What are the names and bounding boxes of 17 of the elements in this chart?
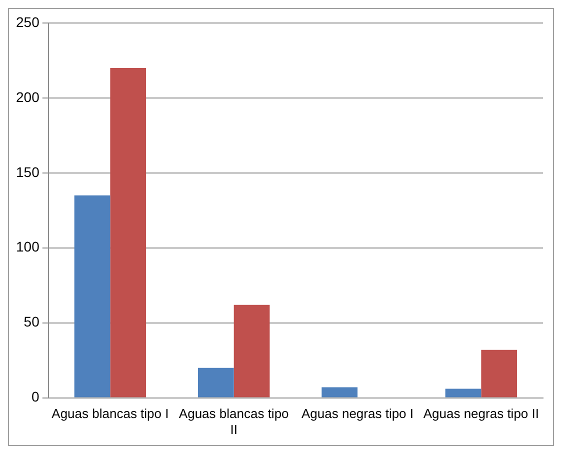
bar [445,388,482,398]
bar [74,195,110,398]
bar [322,387,358,398]
y-tick-label: 100 [16,238,40,255]
y-tick-label: 150 [16,164,40,180]
y-tick-label: 0 [32,388,40,405]
bar [481,350,518,398]
y-tick-label: 250 [16,14,40,30]
y-tick-label: 200 [16,88,40,105]
x-tick-label: Aguas negras tipo II [423,406,539,422]
bar [110,68,146,398]
x-tick-label: Aguas negras tipo I [301,406,414,422]
x-tick-label: Aguas blancas tipo I [52,406,169,422]
y-tick-label: 50 [24,314,40,330]
x-tick-label: Aguas blancas tipo II [178,406,289,437]
bar [198,368,234,398]
bar [234,304,270,398]
